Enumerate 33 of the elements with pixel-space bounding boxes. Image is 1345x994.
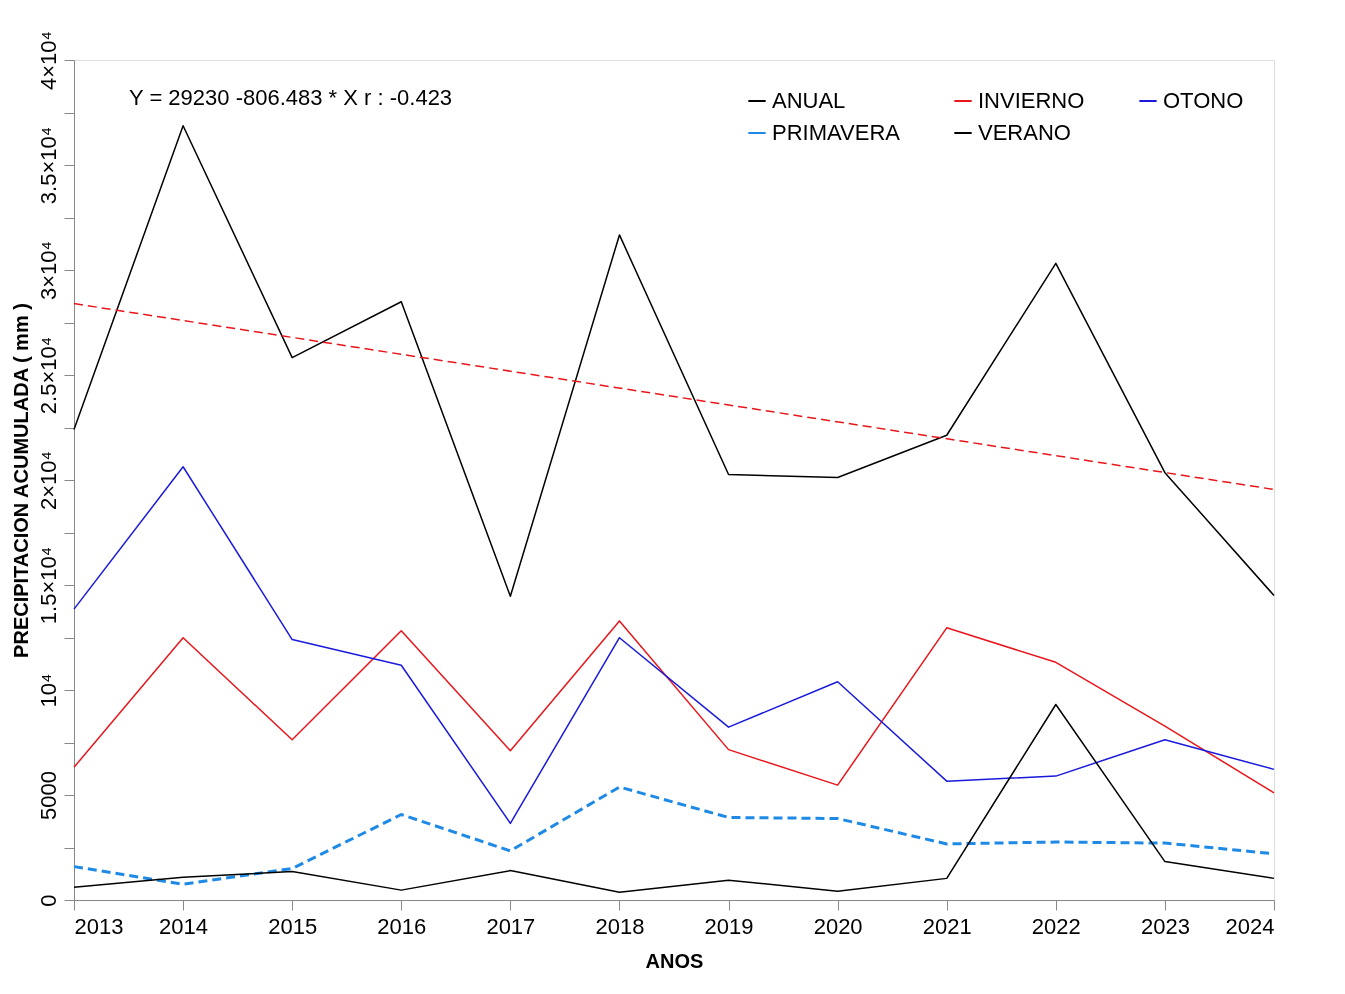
y-axis-title: PRECIPITACION ACUMULADA ( mm ) (9, 303, 32, 658)
y-tick-label: 2.5×10⁴ (35, 336, 61, 415)
x-axis-title: ANOS (645, 949, 704, 972)
x-tick-label: 2015 (268, 913, 318, 939)
x-tick-label: 2022 (1031, 913, 1081, 939)
x-tick-label: 2014 (159, 913, 209, 939)
line-series (73, 620, 1275, 794)
line-series (73, 466, 1275, 825)
legend-label: ANUAL (772, 88, 846, 113)
y-tick-label: 2×10⁴ (35, 450, 61, 511)
y-tick-label: 3.5×10⁴ (35, 126, 61, 205)
y-tick-label: 3×10⁴ (35, 240, 61, 301)
x-tick-label: 2017 (486, 913, 536, 939)
x-tick-label: 2016 (377, 913, 427, 939)
y-tick-label: 10⁴ (35, 673, 61, 708)
y-tick-label: 4×10⁴ (35, 30, 61, 91)
y-tick-label: 5000 (35, 771, 61, 820)
line-series (73, 703, 1275, 893)
y-tick-label: 0 (35, 894, 61, 907)
legend-label: OTONO (1163, 88, 1244, 113)
x-tick-label: 2018 (595, 913, 645, 939)
annotation: Y = 29230 -806.483 * X r : -0.423 (129, 85, 453, 110)
x-tick-label: 2013 (74, 913, 124, 939)
line-series (73, 124, 1275, 598)
x-tick-label: 2023 (1140, 913, 1190, 939)
legend-label: INVIERNO (978, 88, 1085, 113)
x-tick-label: 2020 (813, 913, 863, 939)
legend-label: PRIMAVERA (772, 120, 901, 145)
x-tick-label: 2021 (922, 913, 972, 939)
legend-label: VERANO (978, 120, 1071, 145)
y-tick-label: 1.5×10⁴ (35, 546, 61, 625)
x-tick-label: 2019 (704, 913, 754, 939)
x-tick-label: 2024 (1225, 913, 1275, 939)
